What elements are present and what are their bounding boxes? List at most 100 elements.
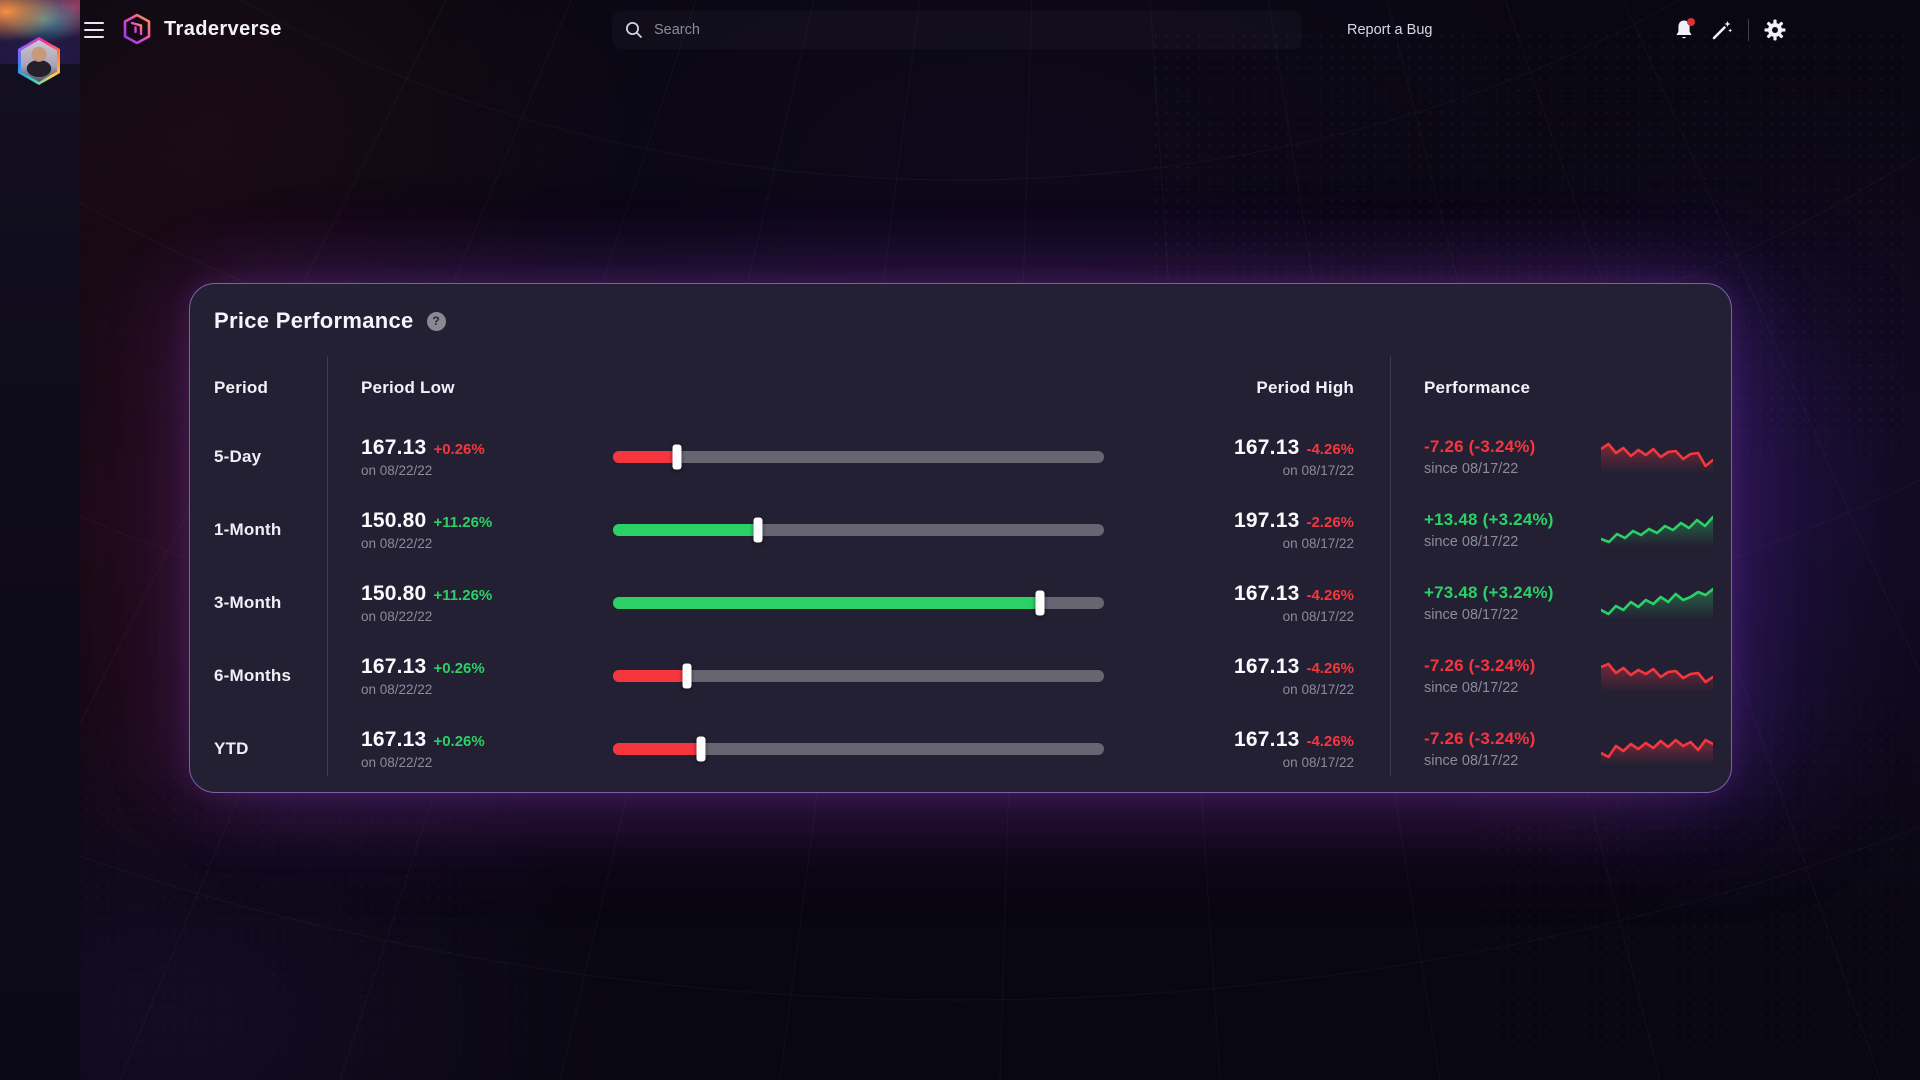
high-date: on 08/17/22 [1282, 681, 1354, 697]
performance-cell: -7.26 (-3.24%) since 08/17/22 [1424, 656, 1535, 696]
slider-fill [613, 450, 677, 463]
price-performance-card: Price Performance ? Period Period Low Pe… [189, 283, 1732, 793]
table-row: 3-Month 150.80 +11.26% on 08/22/22 167.13… [190, 566, 1731, 639]
sparkline-chart [1599, 512, 1715, 548]
divider [1748, 19, 1749, 41]
high-date: on 08/17/22 [1282, 608, 1354, 624]
help-icon[interactable]: ? [426, 311, 446, 331]
column-divider [327, 356, 328, 776]
table-header-row: Period Period Low Period High Performanc… [190, 356, 1731, 420]
col-header-performance: Performance [1424, 378, 1531, 397]
traderverse-logo-icon [123, 13, 151, 45]
performance-cell: -7.26 (-3.24%) since 08/17/22 [1424, 437, 1535, 477]
performance-date: since 08/17/22 [1424, 533, 1519, 550]
low-date: on 08/22/22 [361, 462, 433, 478]
magic-wand-button[interactable] [1710, 18, 1734, 42]
period-label: 3-Month [214, 592, 282, 612]
range-slider[interactable] [613, 517, 1104, 543]
performance-value: -7.26 (-3.24%) [1424, 655, 1536, 675]
period-low-cell: 150.80 +11.26% on 08/22/22 [361, 509, 492, 551]
high-change: -4.26% [1306, 732, 1354, 750]
performance-value: -7.26 (-3.24%) [1424, 728, 1536, 748]
period-label: 6-Months [214, 665, 292, 685]
low-change: +0.26% [433, 440, 485, 458]
brand[interactable]: Traderverse [122, 13, 282, 45]
high-change: -4.26% [1306, 440, 1354, 458]
sparkline-chart [1599, 439, 1715, 475]
high-value: 167.13 [1234, 654, 1300, 678]
sparkline-chart [1599, 585, 1715, 621]
high-date: on 08/17/22 [1282, 462, 1354, 478]
col-header-period: Period [214, 378, 269, 397]
slider-handle[interactable] [672, 444, 682, 469]
high-value: 167.13 [1234, 435, 1300, 459]
col-header-period-high: Period High [1256, 378, 1354, 397]
left-sidebar [0, 0, 80, 1080]
topbar: Traderverse Report a Bug [0, 0, 1920, 60]
col-header-period-low: Period Low [361, 378, 455, 397]
range-slider[interactable] [613, 444, 1104, 470]
search-icon [626, 22, 642, 38]
period-high-cell: 167.13 -4.26% on 08/17/22 [1094, 582, 1354, 624]
slider-track[interactable] [613, 444, 1104, 469]
table-row: 6-Months 167.13 +0.26% on 08/22/22 167.13… [190, 639, 1731, 712]
card-title: Price Performance [214, 308, 414, 333]
high-change: -2.26% [1306, 513, 1354, 531]
topbar-icons [1672, 18, 1787, 42]
low-date: on 08/22/22 [361, 535, 433, 551]
user-avatar[interactable] [18, 37, 60, 85]
notifications-button[interactable] [1672, 18, 1696, 42]
dot-texture [70, 760, 530, 1060]
performance-date: since 08/17/22 [1424, 606, 1519, 623]
performance-date: since 08/17/22 [1424, 460, 1519, 477]
hamburger-menu-icon[interactable] [84, 22, 104, 38]
high-date: on 08/17/22 [1282, 535, 1354, 551]
low-value: 167.13 [361, 435, 427, 459]
period-high-cell: 167.13 -4.26% on 08/17/22 [1094, 728, 1354, 770]
performance-date: since 08/17/22 [1424, 752, 1519, 769]
slider-handle[interactable] [753, 517, 763, 542]
sparkline-chart [1599, 658, 1715, 694]
slider-handle[interactable] [1035, 590, 1045, 615]
low-date: on 08/22/22 [361, 681, 433, 697]
table-row: YTD 167.13 +0.26% on 08/22/22 167.13 -4.26… [190, 712, 1731, 785]
slider-track[interactable] [613, 590, 1104, 615]
search-bar[interactable] [612, 11, 1302, 49]
range-slider[interactable] [613, 663, 1104, 689]
brand-name: Traderverse [164, 17, 282, 40]
low-date: on 08/22/22 [361, 608, 433, 624]
slider-handle[interactable] [682, 663, 692, 688]
high-value: 197.13 [1234, 508, 1300, 532]
notification-dot [1687, 18, 1695, 26]
high-date: on 08/17/22 [1282, 754, 1354, 770]
slider-fill [613, 669, 687, 682]
table-row: 1-Month 150.80 +11.26% on 08/22/22 197.13… [190, 493, 1731, 566]
magic-wand-icon [1712, 21, 1733, 40]
slider-track[interactable] [613, 517, 1104, 542]
performance-cell: +73.48 (+3.24%) since 08/17/22 [1424, 583, 1554, 623]
low-change: +0.26% [433, 659, 485, 677]
range-slider[interactable] [613, 590, 1104, 616]
high-value: 167.13 [1234, 581, 1300, 605]
settings-button[interactable] [1763, 18, 1787, 42]
avatar-photo [21, 40, 57, 82]
gear-icon [1764, 19, 1786, 41]
period-high-cell: 167.13 -4.26% on 08/17/22 [1094, 436, 1354, 478]
range-slider[interactable] [613, 736, 1104, 762]
period-low-cell: 167.13 +0.26% on 08/22/22 [361, 436, 485, 478]
period-high-cell: 167.13 -4.26% on 08/17/22 [1094, 655, 1354, 697]
period-label: YTD [214, 738, 249, 758]
period-low-cell: 167.13 +0.26% on 08/22/22 [361, 728, 485, 770]
search-input[interactable] [654, 22, 1289, 38]
low-value: 150.80 [361, 581, 427, 605]
slider-fill [613, 523, 758, 536]
low-value: 167.13 [361, 654, 427, 678]
report-a-bug-link[interactable]: Report a Bug [1347, 22, 1433, 38]
column-divider [1390, 356, 1391, 776]
slider-handle[interactable] [696, 736, 706, 761]
price-performance-table: Period Period Low Period High Performanc… [190, 356, 1731, 785]
low-change: +0.26% [433, 732, 485, 750]
period-label: 1-Month [214, 519, 282, 539]
slider-track[interactable] [613, 736, 1104, 761]
slider-track[interactable] [613, 663, 1104, 688]
